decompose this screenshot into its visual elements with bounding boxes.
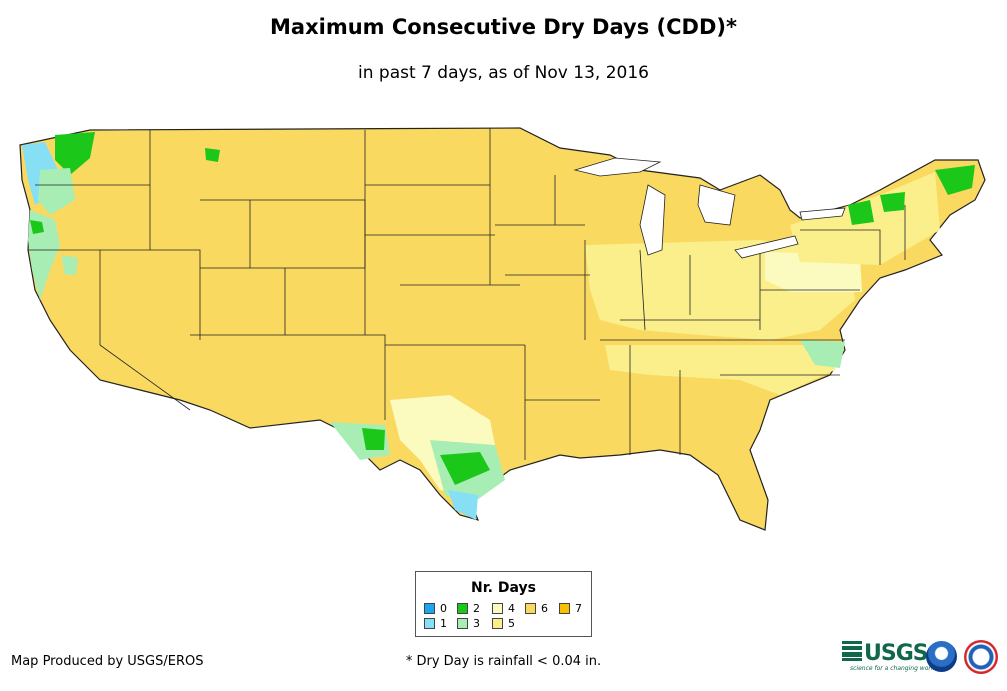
legend-label: 1 [440, 617, 447, 630]
legend-title: Nr. Days [471, 580, 536, 596]
legend-swatch [424, 618, 435, 629]
wet-idaho-2day [205, 148, 220, 162]
legend-item-4: 4 [492, 603, 515, 615]
map-credit: Map Produced by USGS/EROS [11, 654, 204, 669]
legend-label: 3 [473, 617, 480, 630]
wet-n-california-3day [62, 255, 78, 275]
wet-southeast-5day [605, 345, 840, 395]
nws-logo-icon[interactable] [964, 640, 998, 674]
legend-swatch [492, 603, 503, 614]
legend-swatch [492, 618, 503, 629]
wet-pacific-nw-3day [38, 168, 75, 215]
wet-ne-lakes-2day [880, 192, 905, 212]
map-subtitle: in past 7 days, as of Nov 13, 2016 [358, 63, 649, 83]
legend-label: 6 [541, 602, 548, 615]
legend-item-3: 3 [457, 618, 480, 630]
wet-texas-coast-2day [440, 452, 490, 485]
usgs-logo-text: USGS [864, 641, 929, 666]
noaa-logo-icon[interactable] [926, 641, 957, 672]
legend-item-0: 0 [424, 603, 447, 615]
wet-nw-california-2day [30, 220, 44, 234]
legend-label: 7 [575, 602, 582, 615]
wet-big-bend-2day [362, 428, 385, 450]
wet-adirondacks-2day [848, 200, 874, 225]
legend: Nr. Days 0 1 2 3 4 5 6 7 [415, 571, 592, 637]
usgs-wave-icon [842, 641, 862, 661]
map-title: Maximum Consecutive Dry Days (CDD)* [270, 15, 737, 39]
lake-ontario [799, 207, 846, 221]
state-boundaries [28, 128, 906, 460]
legend-item-5: 5 [492, 618, 515, 630]
legend-item-7: 7 [559, 603, 582, 615]
lake-huron [697, 184, 736, 226]
wet-pacific-nw-2day [55, 132, 95, 175]
legend-label: 5 [508, 617, 515, 630]
lake-michigan [639, 184, 666, 256]
usgs-tagline: science for a changing world [850, 665, 937, 672]
legend-swatch [559, 603, 570, 614]
legend-item-1: 1 [424, 618, 447, 630]
legend-item-2: 2 [457, 603, 480, 615]
lake-erie [734, 235, 799, 259]
legend-label: 2 [473, 602, 480, 615]
legend-swatch [525, 603, 536, 614]
legend-label: 0 [440, 602, 447, 615]
legend-swatch [457, 603, 468, 614]
legend-swatch [424, 603, 435, 614]
conus-outline [19, 127, 986, 531]
wet-nc-coast-3day [800, 340, 845, 368]
wet-south-texas-1day [448, 490, 478, 520]
lake-superior [573, 157, 662, 177]
legend-item-6: 6 [525, 603, 548, 615]
wet-new-england-2day [935, 165, 975, 195]
usgs-logo[interactable]: USGS science for a changing world [842, 641, 936, 672]
legend-swatch [457, 618, 468, 629]
dry-day-footnote: * Dry Day is rainfall < 0.04 in. [405, 654, 602, 669]
legend-label: 4 [508, 602, 515, 615]
